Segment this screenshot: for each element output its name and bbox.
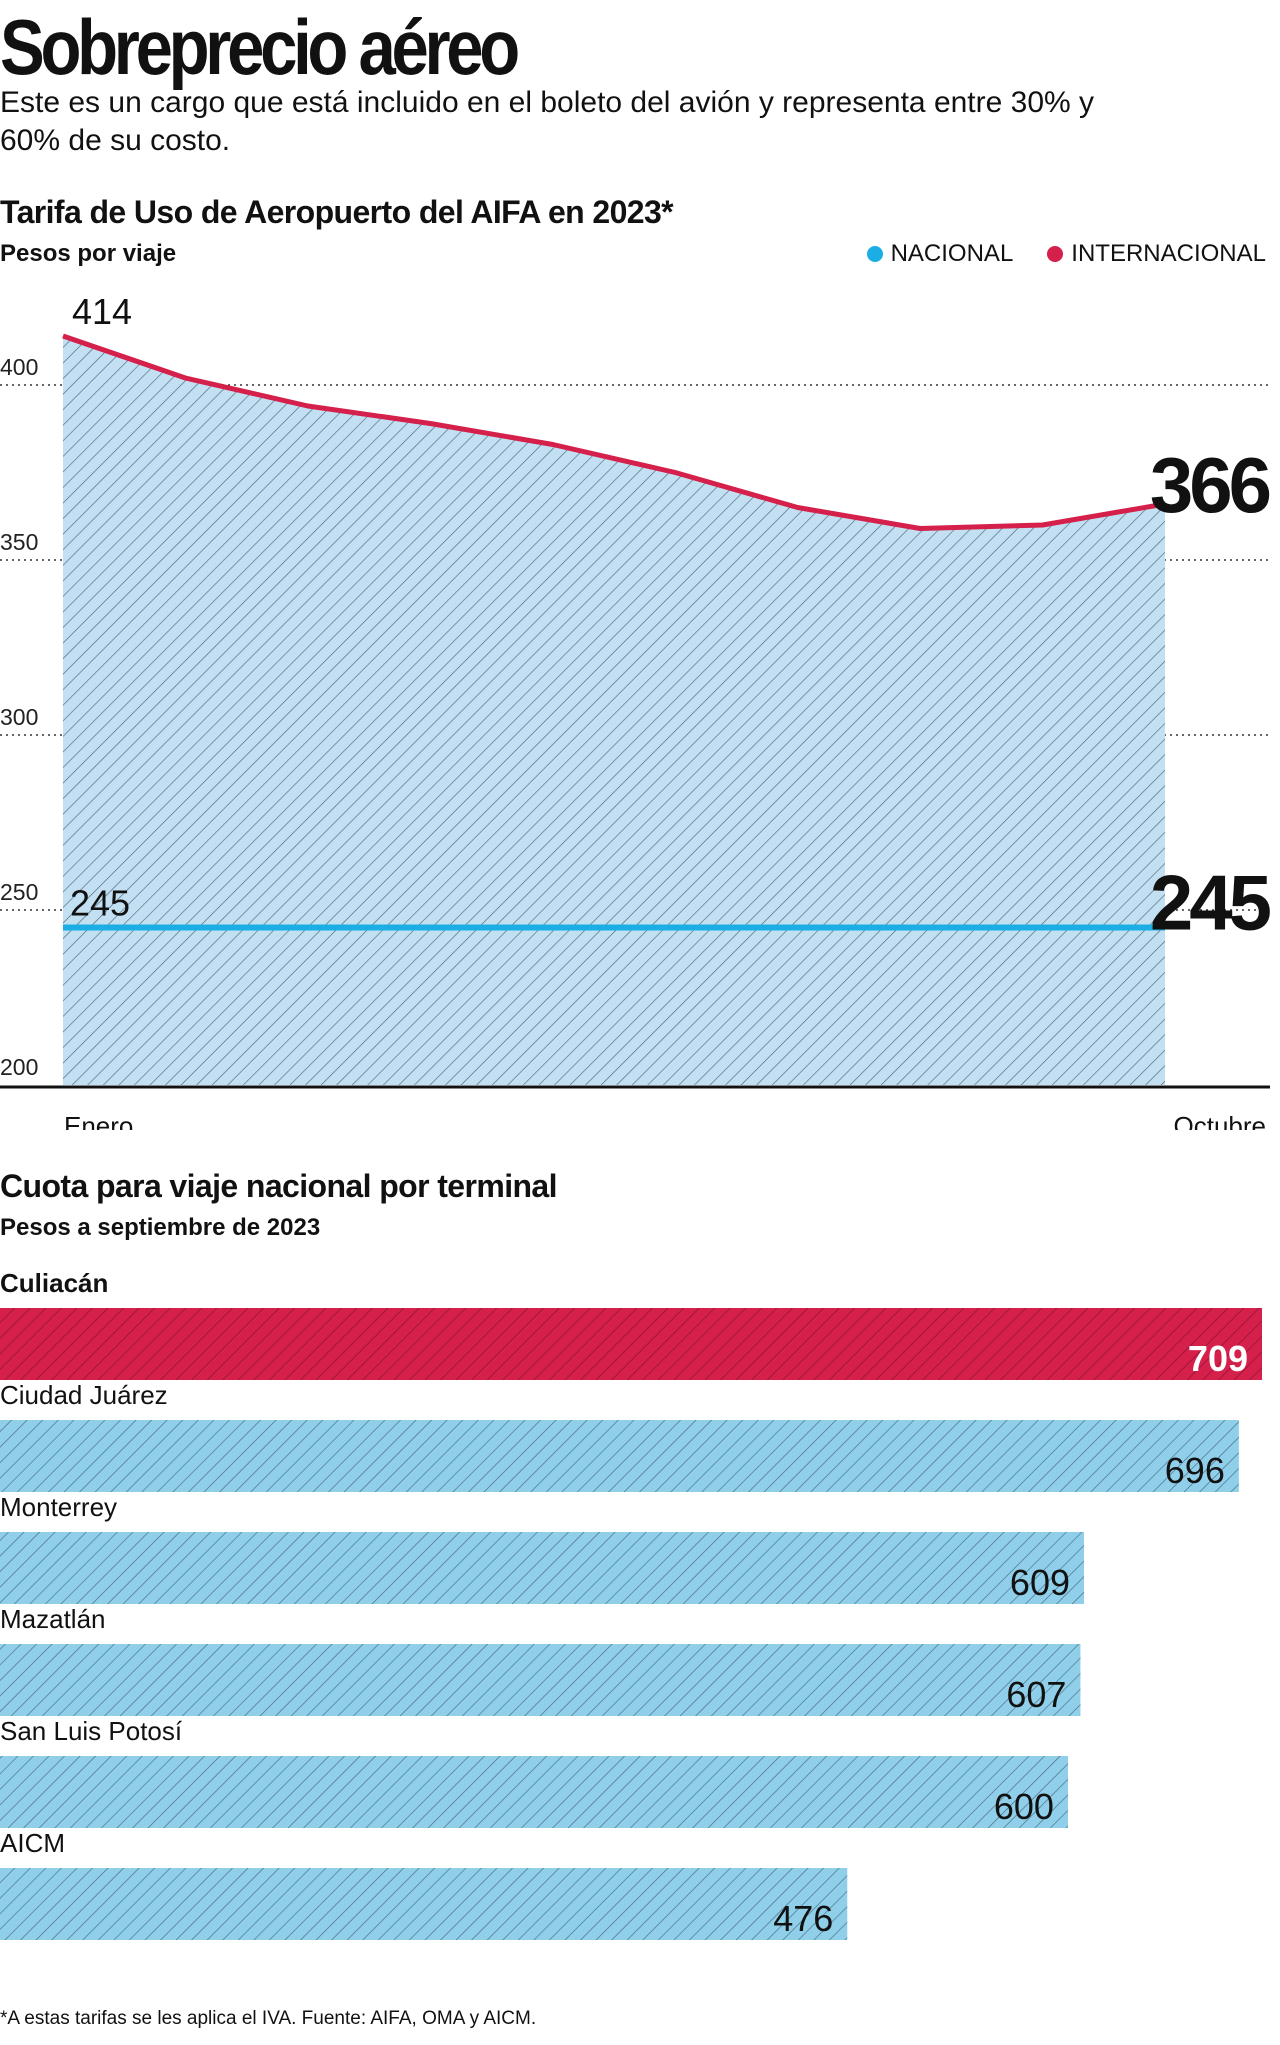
bar-value-label: 607: [1006, 1674, 1066, 1715]
label-nacional-end: 245: [1150, 859, 1271, 947]
line-chart-title: Tarifa de Uso de Aeropuerto del AIFA en …: [0, 194, 674, 230]
bar-value-label: 476: [773, 1898, 833, 1939]
line-internacional: [62, 333, 1166, 531]
page-title: Sobreprecio aéreo: [0, 3, 520, 91]
bar-category-label: San Luis Potosí: [0, 1716, 183, 1746]
line-chart-units: Pesos por viaje: [0, 240, 177, 267]
legend-dot-internacional-icon: [1047, 246, 1064, 262]
y-tick-label: 400: [0, 354, 38, 380]
label-internacional-start: 414: [72, 291, 132, 332]
bar: [0, 1308, 1262, 1380]
footnote: *A estas tarifas se les aplica el IVA. F…: [0, 2008, 537, 2029]
bar: [0, 1532, 1085, 1604]
legend-item-internacional: INTERNACIONAL: [1047, 240, 1266, 268]
legend-label-nacional: NACIONAL: [890, 240, 1014, 267]
y-tick-label: 300: [0, 704, 38, 730]
x-label-end: Octubre: [1174, 1111, 1267, 1130]
bar-category-label: AICM: [0, 1828, 65, 1858]
legend-dot-nacional-icon: [866, 246, 883, 262]
bar-category-label: Mazatlán: [0, 1604, 106, 1634]
bar: [0, 1420, 1239, 1492]
bar: [0, 1756, 1068, 1828]
area-internacional: [63, 336, 1165, 1085]
y-tick-label: 200: [0, 1054, 38, 1080]
bar-value-label: 609: [1010, 1562, 1070, 1603]
label-internacional-end: 366: [1150, 441, 1270, 529]
bar-category-label: Ciudad Juárez: [0, 1380, 168, 1410]
legend-item-nacional: NACIONAL: [866, 240, 1014, 268]
bar: [0, 1644, 1081, 1716]
y-tick-label: 350: [0, 529, 38, 555]
bar: [0, 1868, 848, 1940]
bar-value-label: 709: [1188, 1338, 1248, 1379]
bar-category-label: Monterrey: [0, 1492, 117, 1522]
bar-chart: Culiacán 709 Ciudad Juárez 696 Monterrey 609 M…: [0, 1268, 1262, 1940]
label-nacional-start: 245: [70, 883, 130, 924]
y-tick-label: 250: [0, 879, 38, 905]
bar-category-label: Culiacán: [0, 1268, 108, 1298]
line-chart: 200 250 300 350 400 414 245 366 245 Enero Octubre: [0, 291, 1275, 1130]
x-label-start: Enero: [64, 1111, 133, 1130]
line-chart-legend: NACIONAL INTERNACIONAL: [866, 240, 1266, 268]
page-subtitle: Este es un cargo que está incluido en el…: [0, 86, 1095, 157]
bar-chart-units: Pesos a septiembre de 2023: [0, 1214, 321, 1241]
bar-value-label: 600: [994, 1786, 1054, 1827]
bar-chart-title: Cuota para viaje nacional por terminal: [0, 1168, 558, 1204]
legend-label-internacional: INTERNACIONAL: [1071, 240, 1266, 267]
bar-value-label: 696: [1165, 1450, 1225, 1491]
